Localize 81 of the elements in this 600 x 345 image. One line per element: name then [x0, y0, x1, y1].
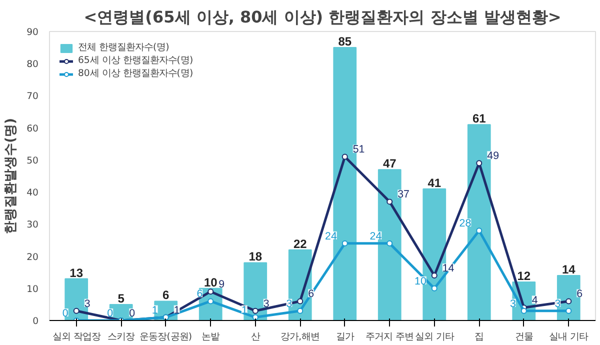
- x-tick-label: 산: [250, 332, 260, 342]
- data-label: 14: [442, 262, 454, 275]
- data-label: 5: [118, 291, 125, 306]
- data-label: 3: [286, 298, 292, 310]
- y-tick-label: 20: [26, 252, 39, 263]
- x-tick-label: 논밭: [202, 332, 220, 342]
- x-tick-label: 집: [474, 332, 484, 342]
- data-label: 6: [162, 288, 170, 302]
- legend-label: 65세 이상 한랭질환자수(명): [78, 54, 194, 67]
- x-tick-label: 실내 기타: [549, 332, 588, 342]
- point: [520, 308, 527, 314]
- y-tick-label: 30: [26, 220, 39, 231]
- data-label: 12: [517, 268, 531, 283]
- x-tick-label: 주거지 주변: [366, 332, 414, 342]
- point: [252, 308, 258, 314]
- point: [297, 308, 304, 314]
- data-label: 9: [218, 278, 225, 291]
- data-label: 13: [70, 266, 84, 280]
- data-label: 3: [554, 298, 561, 310]
- point: [431, 285, 438, 292]
- data-label: 41: [428, 176, 442, 190]
- point: [566, 308, 572, 314]
- data-label: 49: [487, 150, 500, 162]
- data-label: 18: [248, 250, 262, 264]
- y-tick-label: 80: [26, 59, 39, 70]
- data-label: 3: [510, 298, 516, 310]
- data-label: 10: [414, 275, 426, 288]
- data-label: 85: [338, 34, 352, 49]
- x-tick-label: 길가: [336, 332, 354, 342]
- point: [208, 288, 214, 295]
- data-label: 3: [263, 298, 270, 310]
- point: [252, 314, 258, 320]
- point: [342, 154, 348, 160]
- data-label: 0: [107, 308, 114, 320]
- data-label: 6: [196, 288, 203, 300]
- data-label: 0: [62, 308, 68, 320]
- data-label: 10: [204, 275, 218, 290]
- y-tick-label: 10: [26, 284, 39, 295]
- point: [342, 240, 348, 246]
- data-label: 0: [129, 308, 136, 320]
- data-label: 51: [352, 144, 365, 156]
- point: [73, 308, 80, 314]
- chart-title: <연령별(65세 이상, 80세 이상) 한랭질환자의 장소별 발생현황>: [84, 8, 562, 26]
- data-label: 1: [174, 304, 180, 316]
- data-label: 47: [382, 156, 397, 171]
- y-tick-label: 60: [26, 123, 39, 134]
- point: [431, 272, 438, 279]
- point: [208, 298, 214, 304]
- data-label: 22: [293, 236, 308, 251]
- point: [297, 298, 304, 304]
- y-tick-label: 90: [26, 27, 39, 38]
- data-label: 1: [241, 304, 248, 316]
- data-label: 24: [325, 230, 337, 242]
- data-label: 14: [562, 262, 576, 277]
- data-label: 4: [532, 294, 538, 307]
- point: [566, 298, 572, 304]
- x-tick-label: 스키장: [108, 332, 135, 342]
- data-label: 6: [576, 288, 583, 300]
- data-label: 37: [398, 188, 410, 201]
- y-tick-label: 0: [32, 316, 39, 327]
- y-tick-label: 50: [26, 155, 39, 166]
- y-tick-label: 70: [26, 91, 39, 102]
- bar: [64, 278, 88, 320]
- data-label: 28: [459, 218, 472, 230]
- x-tick-label: 실외 기타: [414, 332, 454, 342]
- legend-label: 전체 한랭질환자수(명): [78, 41, 170, 54]
- data-label: 61: [472, 112, 486, 126]
- y-tick-label: 40: [26, 188, 39, 199]
- data-label: 3: [84, 298, 90, 310]
- point: [476, 228, 482, 234]
- legend-label: 80세 이상 한랭질환자수(명): [78, 67, 194, 80]
- data-label: 1: [152, 304, 158, 316]
- x-tick-label: 건물: [514, 332, 533, 342]
- y-axis-title: 한랭질환발생수(명): [4, 118, 19, 234]
- data-label: 24: [370, 230, 382, 242]
- x-tick-label: 실외 작업장: [52, 332, 100, 342]
- x-tick-label: 운동장(공원): [140, 332, 192, 342]
- x-tick-label: 강가,해변: [280, 332, 320, 342]
- point: [386, 198, 393, 205]
- point: [386, 240, 393, 246]
- data-label: 6: [308, 288, 314, 300]
